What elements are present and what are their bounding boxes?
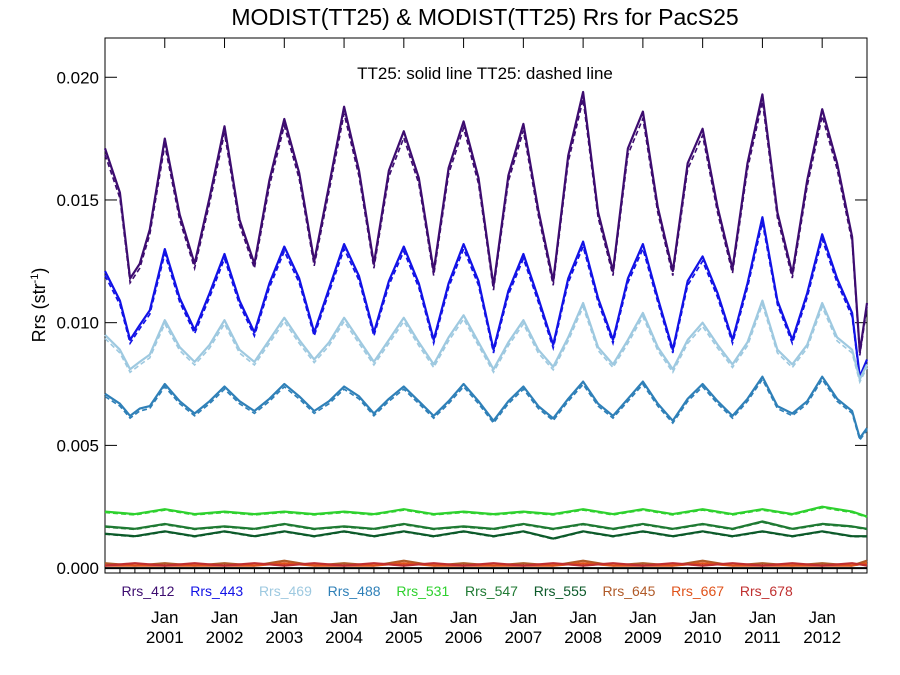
y-tick-label: 0.000	[56, 559, 99, 578]
x-tick-year: 2003	[265, 628, 303, 647]
x-tick-month: Jan	[151, 608, 178, 627]
x-tick-month: Jan	[808, 608, 835, 627]
series-line-rrs-547	[104, 520, 868, 530]
x-tick-year: 2011	[744, 628, 781, 647]
y-axis: 0.000 0.005 0.010 0.015 0.020	[56, 68, 867, 578]
series-line-rrs-469	[104, 299, 868, 381]
x-tick-month: Jan	[390, 608, 417, 627]
legend-entry: Rrs_531	[396, 583, 449, 599]
legend-entry: Rrs_469	[259, 583, 312, 599]
y-axis-label-text: Rrs (str	[29, 283, 49, 342]
x-tick-year: 2005	[385, 628, 423, 647]
legend-entry: Rrs_555	[534, 583, 587, 599]
series-line-rrs-412	[103, 90, 869, 354]
x-tick-month: Jan	[510, 608, 537, 627]
legend-entry: Rrs_667	[671, 583, 724, 599]
x-tick-year: 2012	[803, 628, 841, 647]
x-tick-year: 2010	[684, 628, 722, 647]
legend-entry: Rrs_488	[328, 583, 381, 599]
series-line-rrs-678	[104, 562, 868, 567]
x-tick-month: Jan	[689, 608, 716, 627]
legend-entry: Rrs_412	[122, 583, 175, 599]
chart-annotation: TT25: solid line TT25: dashed line	[357, 64, 613, 83]
x-tick-year: 2001	[146, 628, 184, 647]
x-tick-year: 2007	[504, 628, 542, 647]
series-line-rrs-488	[104, 375, 868, 440]
plot-area	[104, 37, 868, 574]
series-line-rrs-488-dashed	[104, 377, 868, 442]
series-group	[103, 90, 869, 567]
x-tick-month: Jan	[211, 608, 238, 627]
legend-entry: Rrs_678	[740, 583, 793, 599]
x-tick-year: 2008	[564, 628, 602, 647]
legend-entry: Rrs_645	[602, 583, 655, 599]
x-tick-month: Jan	[450, 608, 477, 627]
x-tick-month: Jan	[569, 608, 596, 627]
x-tick-month: Jan	[330, 608, 357, 627]
y-tick-label: 0.010	[56, 314, 99, 333]
y-axis-label-close: )	[29, 268, 49, 274]
x-tick-year: 2004	[325, 628, 363, 647]
series-line-rrs-469-dashed	[104, 302, 868, 385]
x-tick-year: 2009	[624, 628, 662, 647]
y-tick-label: 0.020	[56, 68, 99, 87]
series-line-rrs-531	[104, 505, 868, 518]
legend-entry: Rrs_547	[465, 583, 518, 599]
y-tick-label: 0.005	[56, 436, 99, 455]
legend: Rrs_412 Rrs_443 Rrs_469 Rrs_488 Rrs_531 Rrs_5…	[122, 583, 793, 599]
y-tick-label: 0.015	[56, 191, 99, 210]
x-axis: Jan2001Jan2002Jan2003Jan2004Jan2005Jan20…	[119, 38, 868, 647]
chart-title: MODIST(TT25) & MODIST(TT25) Rrs for PacS…	[231, 4, 738, 30]
series-line-rrs-443	[104, 216, 869, 378]
x-tick-year: 2002	[206, 628, 244, 647]
series-line-rrs-555	[104, 530, 867, 540]
legend-entry: Rrs_443	[190, 583, 243, 599]
y-axis-label: Rrs (str-1)	[29, 268, 49, 343]
x-tick-year: 2006	[445, 628, 483, 647]
x-tick-month: Jan	[629, 608, 656, 627]
x-tick-month: Jan	[749, 608, 776, 627]
x-tick-month: Jan	[271, 608, 298, 627]
y-axis-label-sup: -1	[29, 274, 41, 284]
